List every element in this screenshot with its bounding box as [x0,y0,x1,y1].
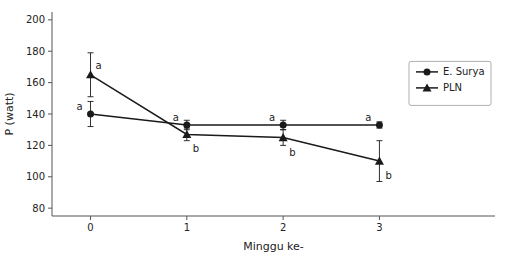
series-line [91,114,380,125]
y-tick [48,145,52,146]
annotation: a [76,101,82,112]
legend: E. Surya PLN [409,61,491,105]
plot-area [86,53,384,182]
x-tick [186,216,187,220]
x-tick-label: 0 [87,222,93,233]
x-tick [379,216,380,220]
annotation: a [173,112,179,123]
y-tick [48,82,52,83]
error-bar-cap [184,140,190,141]
series [87,101,383,129]
y-tick-label: 80 [32,203,45,214]
error-bar-cap [88,101,94,102]
error-bar-cap [88,126,94,127]
y-tick-label: 160 [26,77,45,88]
x-tick-label: 2 [280,222,286,233]
x-tick [283,216,284,220]
y-tick-label: 200 [26,14,45,25]
chart-svg: 0 1 2 3 80 100 120 140 160 180 200 Minggu ke- P (wat… [0,0,507,256]
x-tick-label: 1 [184,222,190,233]
data-point [376,121,383,128]
error-bar-cap [88,52,94,53]
error-bar-cap [88,96,94,97]
error-bar-cap [280,145,286,146]
data-point [86,70,95,78]
legend-label: PLN [443,82,462,93]
error-bar-cap [280,120,286,121]
series-line [91,75,380,161]
y-tick-label: 180 [26,46,45,57]
error-bar [376,122,382,128]
annotation: b [385,170,391,181]
y-axis-label: P (watt) [3,92,16,135]
data-point [182,130,191,138]
x-tick [90,216,91,220]
x-axis-line [52,216,495,217]
legend-item: PLN [416,82,462,93]
chart-container: 0 1 2 3 80 100 120 140 160 180 200 Minggu ke- P (wat… [0,0,507,256]
error-bar-cap [280,129,286,130]
y-tick-label: 140 [26,109,45,120]
axes: 0 1 2 3 80 100 120 140 160 180 200 [26,12,495,233]
error-bar-cap [184,120,190,121]
error-bar [184,120,190,129]
data-point [183,121,190,128]
y-tick-label: 100 [26,171,45,182]
annotation: b [289,147,295,158]
legend-box [409,61,491,105]
data-point [87,111,94,118]
data-point [279,133,288,141]
series [86,53,384,182]
legend-label: E. Surya [443,66,485,77]
legend-marker [424,68,431,75]
error-bar-cap [376,140,382,141]
annotation: a [96,60,102,71]
error-bar [88,101,94,126]
data-point [375,157,384,165]
x-tick-label: 3 [376,222,382,233]
error-bar [280,120,286,129]
y-tick [48,176,52,177]
legend-item: E. Surya [416,66,485,77]
annotation: a [269,112,275,123]
data-point [280,121,287,128]
annotations: a a a a a b b b [76,60,391,181]
annotation: a [365,112,371,123]
y-tick-label: 120 [26,140,45,151]
legend-marker [423,83,432,91]
error-bar-cap [184,128,190,129]
y-tick [48,114,52,115]
y-tick [48,51,52,52]
x-axis-label: Minggu ke- [243,240,304,253]
annotation: b [193,143,199,154]
y-tick [48,208,52,209]
error-bar-cap [376,181,382,182]
y-tick [48,19,52,20]
error-bar-cap [280,129,286,130]
